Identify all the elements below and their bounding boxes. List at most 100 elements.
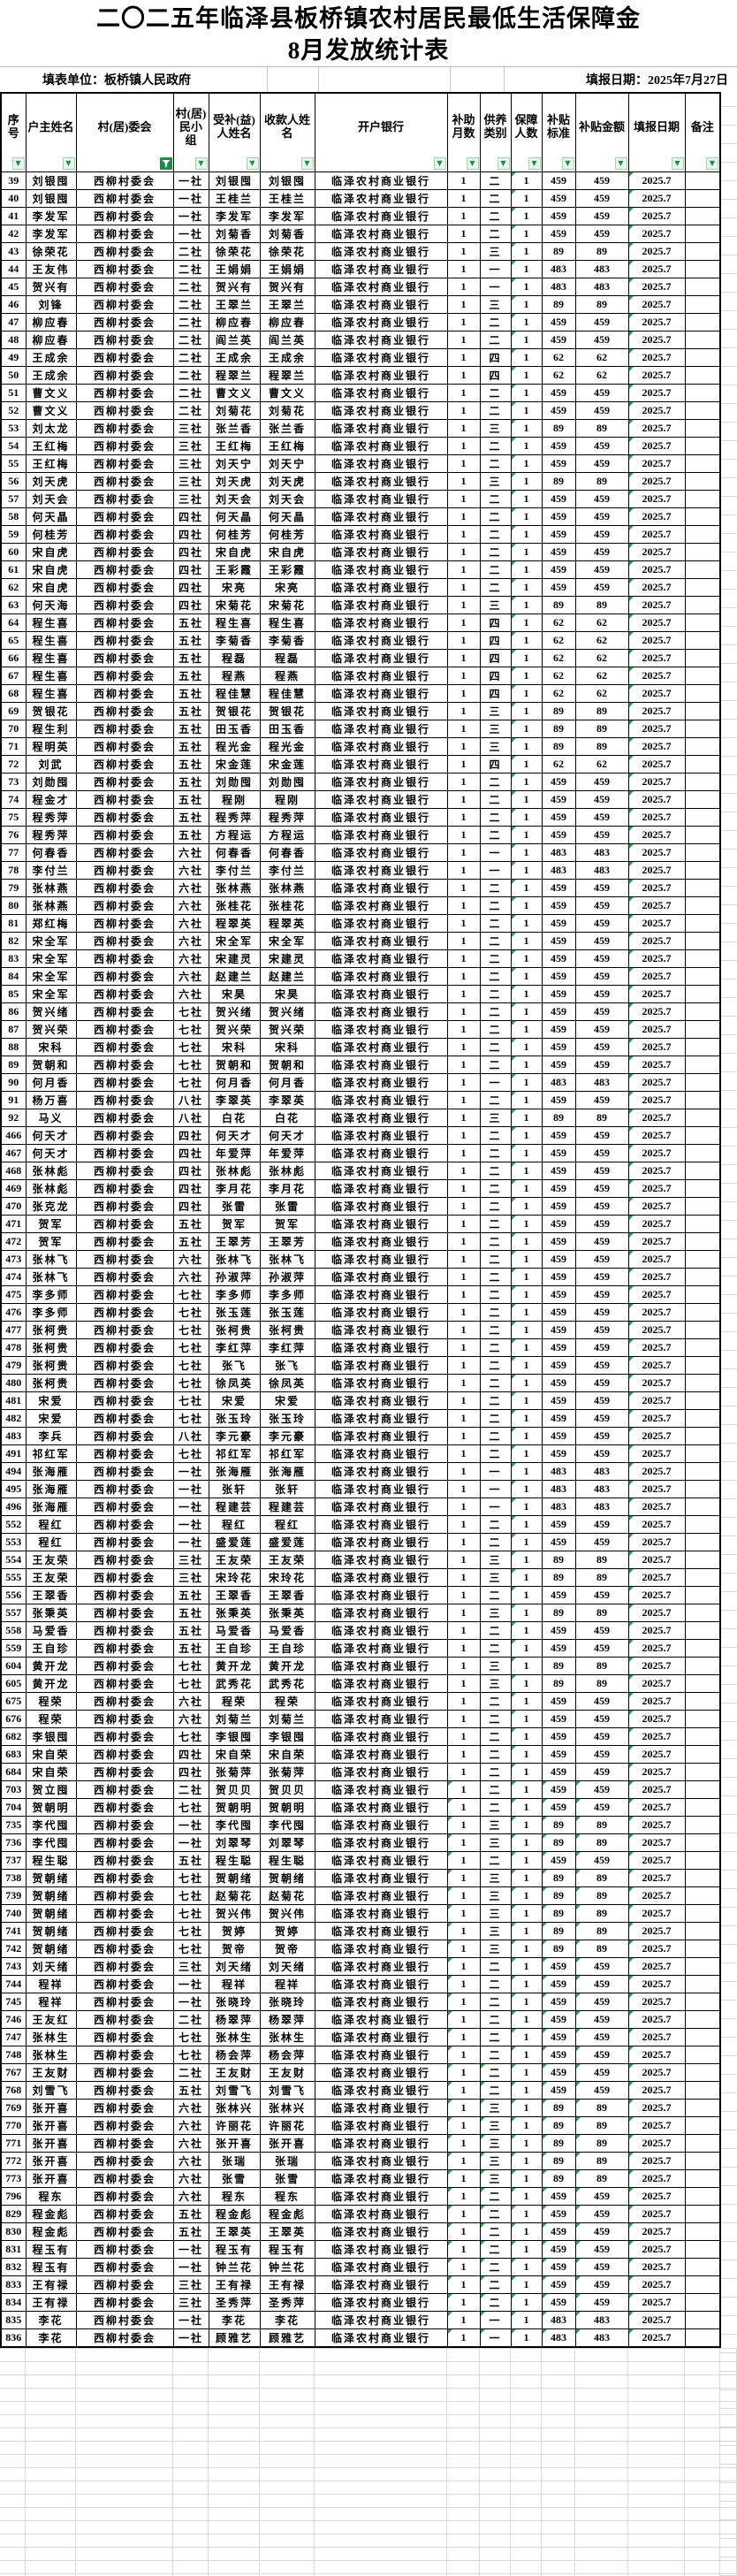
cell-beneficiary[interactable]: 阎兰英 [208, 331, 261, 350]
cell-category[interactable]: 三 [479, 1940, 512, 1959]
cell-date[interactable]: 2025.7 [627, 1374, 686, 1393]
cell-serial[interactable]: 46 [0, 295, 27, 315]
cell-serial[interactable]: 557 [0, 1604, 27, 1623]
cell-date[interactable]: 2025.7 [627, 1657, 686, 1676]
cell-category[interactable]: 二 [479, 1321, 512, 1340]
cell-category[interactable]: 二 [479, 1533, 512, 1552]
cell-persons[interactable]: 1 [510, 2187, 543, 2206]
cell-bank[interactable]: 临泽农村商业银行 [314, 2328, 448, 2348]
cell-bank[interactable]: 临泽农村商业银行 [314, 331, 448, 350]
cell-beneficiary[interactable]: 贺兴荣 [208, 1020, 261, 1040]
cell-category[interactable]: 二 [479, 578, 512, 598]
cell-serial[interactable]: 466 [0, 1126, 27, 1146]
cell-committee[interactable]: 西柳村委会 [75, 1886, 174, 1906]
cell-amount[interactable]: 459 [574, 490, 629, 509]
cell-committee[interactable]: 西柳村委会 [75, 2328, 174, 2348]
active-filter-icon[interactable] [159, 157, 172, 171]
cell-payee[interactable]: 刘雪飞 [259, 2081, 315, 2100]
cell-date[interactable]: 2025.7 [627, 667, 686, 686]
cell-group[interactable]: 六社 [172, 843, 209, 863]
cell-date[interactable]: 2025.7 [627, 790, 686, 810]
cell-serial[interactable]: 78 [0, 861, 27, 880]
cell-householder[interactable]: 宋爱 [25, 1409, 77, 1429]
cell-category[interactable]: 二 [479, 2081, 512, 2100]
cell-serial[interactable]: 554 [0, 1551, 27, 1570]
cell-category[interactable]: 三 [479, 1922, 512, 1941]
cell-payee[interactable]: 赵菊花 [259, 1886, 315, 1906]
cell-bank[interactable]: 临泽农村商业银行 [314, 1444, 448, 1464]
cell-persons[interactable]: 1 [510, 2240, 543, 2260]
cell-category[interactable]: 二 [479, 1763, 512, 1782]
cell-householder[interactable]: 张海雁 [25, 1498, 77, 1517]
cell-remark[interactable] [684, 843, 721, 863]
cell-amount[interactable]: 483 [574, 278, 629, 297]
cell-date[interactable]: 2025.7 [627, 207, 686, 226]
cell-payee[interactable]: 刘菊兰 [259, 1710, 315, 1729]
cell-bank[interactable]: 临泽农村商业银行 [314, 1179, 448, 1199]
filter-dropdown-icon[interactable]: ▼ [614, 157, 627, 171]
cell-date[interactable]: 2025.7 [627, 1745, 686, 1764]
cell-payee[interactable]: 张瑞 [259, 2152, 315, 2171]
cell-group[interactable]: 三社 [172, 437, 209, 456]
cell-bank[interactable]: 临泽农村商业银行 [314, 1586, 448, 1605]
cell-persons[interactable]: 1 [510, 649, 543, 668]
cell-remark[interactable] [684, 684, 721, 704]
cell-payee[interactable]: 赵建兰 [259, 967, 315, 987]
cell-committee[interactable]: 西柳村委会 [75, 189, 174, 209]
cell-bank[interactable]: 临泽农村商业银行 [314, 560, 448, 580]
cell-remark[interactable] [684, 949, 721, 969]
cell-category[interactable]: 二 [479, 225, 512, 244]
cell-payee[interactable]: 刘勋囤 [259, 773, 315, 792]
cell-beneficiary[interactable]: 张海雁 [208, 1462, 261, 1482]
cell-bank[interactable]: 临泽农村商业银行 [314, 437, 448, 456]
cell-standard[interactable]: 459 [541, 967, 576, 987]
cell-householder[interactable]: 张柯贵 [25, 1338, 77, 1358]
cell-amount[interactable]: 459 [574, 1303, 629, 1322]
cell-persons[interactable]: 1 [510, 1162, 543, 1181]
cell-serial[interactable]: 73 [0, 773, 27, 792]
cell-group[interactable]: 七社 [172, 1002, 209, 1022]
cell-committee[interactable]: 西柳村委会 [75, 1498, 174, 1517]
cell-group[interactable]: 一社 [172, 171, 209, 191]
cell-remark[interactable] [684, 1710, 721, 1729]
cell-householder[interactable]: 张林飞 [25, 1250, 77, 1269]
cell-category[interactable]: 二 [479, 790, 512, 810]
cell-bank[interactable]: 临泽农村商业银行 [314, 2046, 448, 2065]
cell-remark[interactable] [684, 1515, 721, 1535]
cell-beneficiary[interactable]: 赵建兰 [208, 967, 261, 987]
cell-remark[interactable] [684, 525, 721, 545]
cell-beneficiary[interactable]: 田玉香 [208, 720, 261, 739]
cell-group[interactable]: 一社 [172, 1816, 209, 1835]
cell-serial[interactable]: 471 [0, 1215, 27, 1234]
cell-remark[interactable] [684, 914, 721, 934]
cell-bank[interactable]: 临泽农村商业银行 [314, 1904, 448, 1924]
cell-bank[interactable]: 临泽农村商业银行 [314, 1727, 448, 1747]
cell-standard[interactable]: 459 [541, 1056, 576, 1075]
cell-amount[interactable]: 459 [574, 437, 629, 456]
cell-amount[interactable]: 89 [574, 1940, 629, 1959]
cell-group[interactable]: 五社 [172, 2205, 209, 2224]
cell-committee[interactable]: 西柳村委会 [75, 1533, 174, 1552]
cell-bank[interactable]: 临泽农村商业银行 [314, 2169, 448, 2189]
cell-payee[interactable]: 王有禄 [259, 2275, 315, 2295]
cell-serial[interactable]: 89 [0, 1056, 27, 1075]
cell-payee[interactable]: 柳应春 [259, 313, 315, 332]
cell-months[interactable]: 1 [446, 171, 481, 191]
cell-persons[interactable]: 1 [510, 1285, 543, 1305]
cell-committee[interactable]: 西柳村委会 [75, 225, 174, 244]
cell-beneficiary[interactable]: 李多师 [208, 1285, 261, 1305]
cell-bank[interactable]: 临泽农村商业银行 [314, 1657, 448, 1676]
cell-bank[interactable]: 临泽农村商业银行 [314, 1144, 448, 1163]
cell-beneficiary[interactable]: 宋昊 [208, 985, 261, 1004]
cell-committee[interactable]: 西柳村委会 [75, 1197, 174, 1216]
cell-committee[interactable]: 西柳村委会 [75, 1940, 174, 1959]
cell-months[interactable]: 1 [446, 1338, 481, 1358]
cell-remark[interactable] [684, 1232, 721, 1252]
cell-bank[interactable]: 临泽农村商业银行 [314, 525, 448, 545]
cell-bank[interactable]: 临泽农村商业银行 [314, 1869, 448, 1888]
cell-bank[interactable]: 临泽农村商业银行 [314, 1780, 448, 1800]
cell-standard[interactable]: 89 [541, 2099, 576, 2118]
cell-persons[interactable]: 1 [510, 631, 543, 651]
cell-remark[interactable] [684, 2311, 721, 2330]
cell-date[interactable]: 2025.7 [627, 1551, 686, 1570]
